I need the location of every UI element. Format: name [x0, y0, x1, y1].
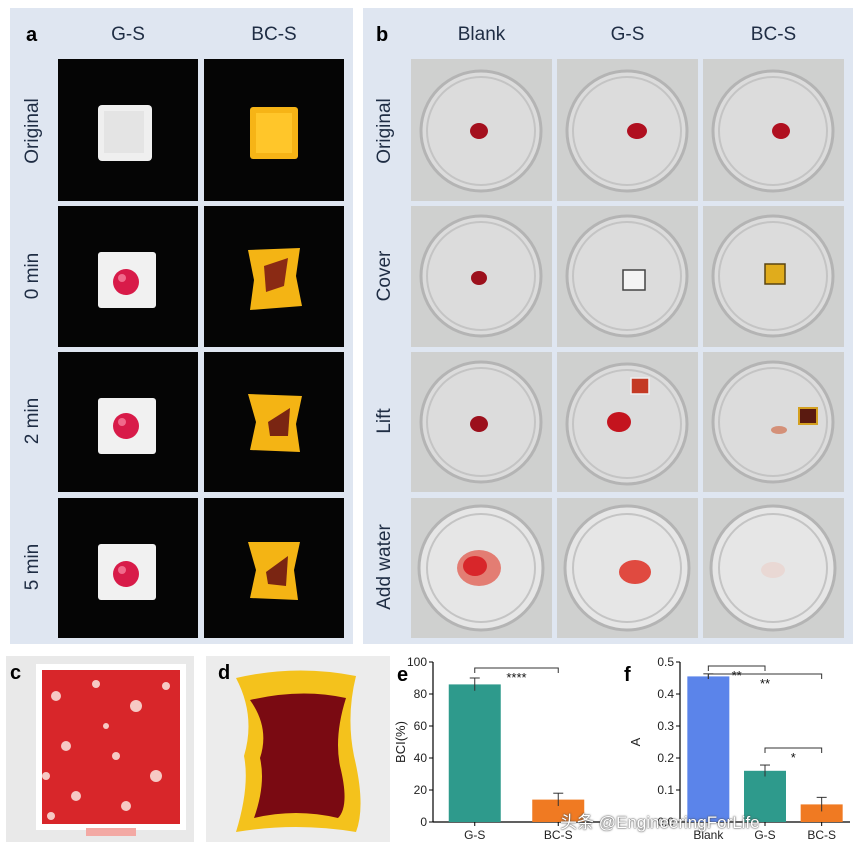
photo-panel-d-bcs-sponge: [206, 656, 390, 842]
y-tick-label: 0.5: [657, 655, 674, 669]
y-tick-label: 80: [414, 687, 428, 701]
photo-bcs-2min: [204, 352, 344, 492]
panel-a-row-label: 2 min: [22, 397, 43, 445]
panel-a-row-label: 5 min: [22, 543, 43, 591]
photo-gs-5min: [58, 498, 198, 638]
bar-bc-s: [800, 804, 843, 822]
bar-bc-s: [532, 799, 585, 822]
photo-bcs-original: [204, 59, 344, 201]
x-tick-label: BC-S: [544, 828, 573, 842]
y-tick-label: 0.0: [657, 815, 674, 829]
photo-gs-original: [58, 59, 198, 201]
significance-bracket: [707, 665, 766, 671]
significance-bracket: [474, 667, 559, 673]
y-axis-title: A: [628, 737, 643, 746]
photo-panel-c-gs-sponge: [6, 656, 194, 842]
y-tick-label: 0.1: [657, 783, 674, 797]
significance-bracket: [764, 747, 823, 753]
photo-blank-original: [411, 59, 552, 201]
significance-label: *: [791, 750, 796, 765]
y-tick-label: 60: [414, 719, 428, 733]
y-tick-label: 0.4: [657, 687, 674, 701]
panel-b-column-header: G-S: [610, 24, 645, 45]
panel-c-label: c: [10, 662, 22, 684]
panel-b-row-label: Add water: [374, 524, 395, 610]
bar-g-s: [744, 770, 786, 822]
significance-label: **: [732, 668, 742, 683]
x-tick-label: G-S: [464, 828, 485, 842]
panel-b-column-header: BC-S: [750, 24, 797, 45]
y-axis-title: BCI(%): [395, 721, 408, 763]
panel-b-row-label: Cover: [374, 250, 395, 302]
panel-a-label: a: [26, 24, 38, 46]
photo-gs-dish-cover: [557, 206, 698, 347]
photo-gs-0min: [58, 206, 198, 347]
x-tick-label: BC-S: [807, 828, 836, 842]
y-tick-label: 0.2: [657, 751, 674, 765]
photo-bcs-dish-cover: [703, 206, 844, 347]
bar-blank: [687, 676, 730, 822]
panel-b-column-header: Blank: [457, 24, 506, 45]
significance-label: **: [760, 676, 770, 691]
significance-bracket: [707, 673, 823, 679]
photo-bcs-5min: [204, 498, 344, 638]
panel-b-row-label: Original: [374, 98, 395, 164]
panel-a-row-label: Original: [22, 98, 43, 164]
panel-a-column-header: G-S: [111, 24, 145, 45]
bar-g-s: [448, 684, 501, 822]
significance-label: ****: [506, 670, 526, 685]
photo-bcs-0min: [204, 206, 344, 347]
photo-bcs-dish-original: [703, 59, 844, 201]
y-tick-label: 0.3: [657, 719, 674, 733]
photo-bcs-dish-add-water: [703, 498, 844, 638]
photo-gs-dish-lift: [557, 352, 698, 492]
panel-b-label: b: [376, 24, 389, 46]
watermark-text: 头条 @EngineeringForLife: [560, 813, 760, 832]
panel-a-column-header: BC-S: [251, 24, 297, 45]
y-tick-label: 100: [407, 655, 427, 669]
y-tick-label: 20: [414, 783, 428, 797]
chart-e-bci: 0 20 40 60 80 100 BCI(%) G-S BC-S ****: [395, 655, 600, 842]
photo-blank-add-water: [411, 498, 552, 638]
panel-f-label: f: [624, 664, 631, 686]
photo-bcs-dish-lift: [703, 352, 844, 492]
panel-d-label: d: [218, 662, 231, 684]
x-tick-label: G-S: [754, 828, 775, 842]
photo-gs-dish-original: [557, 59, 698, 201]
photo-blank-cover: [411, 206, 552, 347]
x-tick-label: Blank: [693, 828, 724, 842]
photo-gs-2min: [58, 352, 198, 492]
photo-blank-lift: [411, 352, 552, 492]
panel-b-row-label: Lift: [374, 408, 395, 434]
panel-a-row-label: 0 min: [22, 252, 43, 300]
y-tick-label: 0: [420, 815, 427, 829]
y-tick-label: 40: [414, 751, 428, 765]
panel-e-label: e: [397, 664, 409, 686]
photo-gs-dish-add-water: [557, 498, 698, 638]
